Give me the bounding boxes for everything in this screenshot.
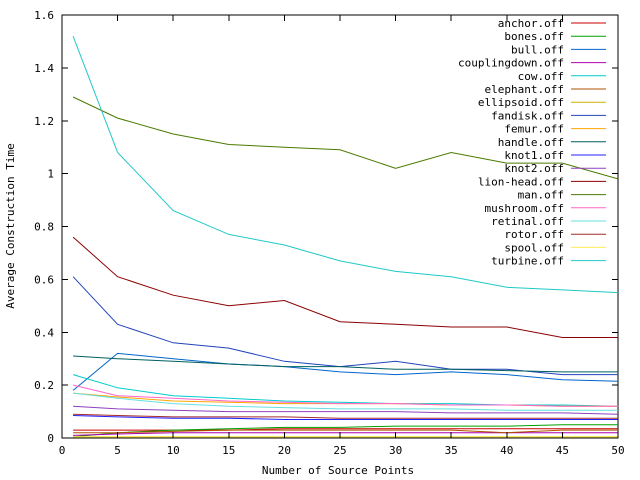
x-tick-label: 25: [333, 444, 346, 457]
series-line-bones-off: [73, 424, 618, 438]
plot-area: [61, 14, 619, 439]
legend: anchor.offbones.offbull.offcouplingdown.…: [458, 17, 606, 268]
legend-label: rotor.off: [504, 228, 564, 241]
series-line-knot1-off: [73, 415, 618, 420]
y-tick-label: 0: [47, 432, 54, 445]
x-axis-label: Number of Source Points: [262, 464, 414, 477]
x-tick-label: 0: [59, 444, 66, 457]
legend-label: bones.off: [504, 30, 564, 43]
legend-label: cow.off: [518, 70, 564, 83]
series-line-lion-head-off: [72, 236, 618, 338]
y-tick-label: 0.4: [34, 326, 54, 339]
legend-label: spool.off: [504, 241, 564, 254]
y-tick-label: 0.8: [34, 221, 54, 234]
legend-label: ellipsoid.off: [478, 96, 564, 109]
x-tick-label: 15: [222, 444, 235, 457]
x-tick-label: 45: [556, 444, 569, 457]
x-tick-label: 35: [445, 444, 458, 457]
legend-label: handle.off: [498, 136, 564, 149]
x-tick-label: 20: [278, 444, 291, 457]
series-line-turbine-off: [72, 36, 619, 294]
legend-label: retinal.off: [491, 215, 564, 228]
series-line-retinal-off: [73, 392, 618, 411]
x-tick-label: 10: [167, 444, 180, 457]
legend-label: bull.off: [511, 43, 564, 56]
series-line-fandisk-off: [72, 276, 618, 376]
x-tick-label: 5: [114, 444, 121, 457]
y-tick-label: 1.6: [34, 9, 54, 22]
y-tick-label: 1.4: [34, 62, 54, 75]
legend-label: couplingdown.off: [458, 57, 564, 70]
x-tick-label: 50: [611, 444, 624, 457]
y-tick-label: 1.2: [34, 115, 54, 128]
series-line-rotor-off: [73, 413, 618, 419]
y-axis: 0 0.2 0.4 0.6 0.8 1 1.2 1.4 1.6: [34, 9, 618, 445]
legend-label: fandisk.off: [491, 109, 564, 122]
series-line-handle-off: [73, 355, 618, 373]
legend-label: man.off: [518, 189, 564, 202]
series-line-femur-off: [73, 392, 618, 407]
x-tick-label: 30: [389, 444, 402, 457]
series-line-man-off: [72, 96, 619, 180]
legend-label: knot1.off: [504, 149, 564, 162]
y-tick-label: 0.2: [34, 379, 54, 392]
x-axis: 0 5 10 15 20 25 30 35 40 45 50: [59, 15, 625, 457]
series-line-couplingdown-off: [73, 432, 618, 436]
legend-label: mushroom.off: [485, 202, 564, 215]
series-line-anchor-off: [73, 428, 618, 431]
x-tick-label: 40: [500, 444, 513, 457]
y-axis-label: Average Construction Time: [4, 143, 17, 309]
series-line-bull-off: [72, 352, 619, 391]
legend-label: knot2.off: [504, 162, 564, 175]
series-line-mushroom-off: [72, 384, 618, 407]
legend-label: lion-head.off: [478, 175, 564, 188]
legend-label: turbine.off: [491, 255, 564, 268]
series-line-knot2-off: [73, 405, 619, 415]
legend-label: anchor.off: [498, 17, 564, 30]
legend-label: femur.off: [504, 123, 564, 136]
legend-label: elephant.off: [485, 83, 564, 96]
series-line-elephant-off: [73, 429, 618, 434]
y-tick-label: 1: [47, 168, 54, 181]
y-tick-label: 0.6: [34, 273, 54, 286]
